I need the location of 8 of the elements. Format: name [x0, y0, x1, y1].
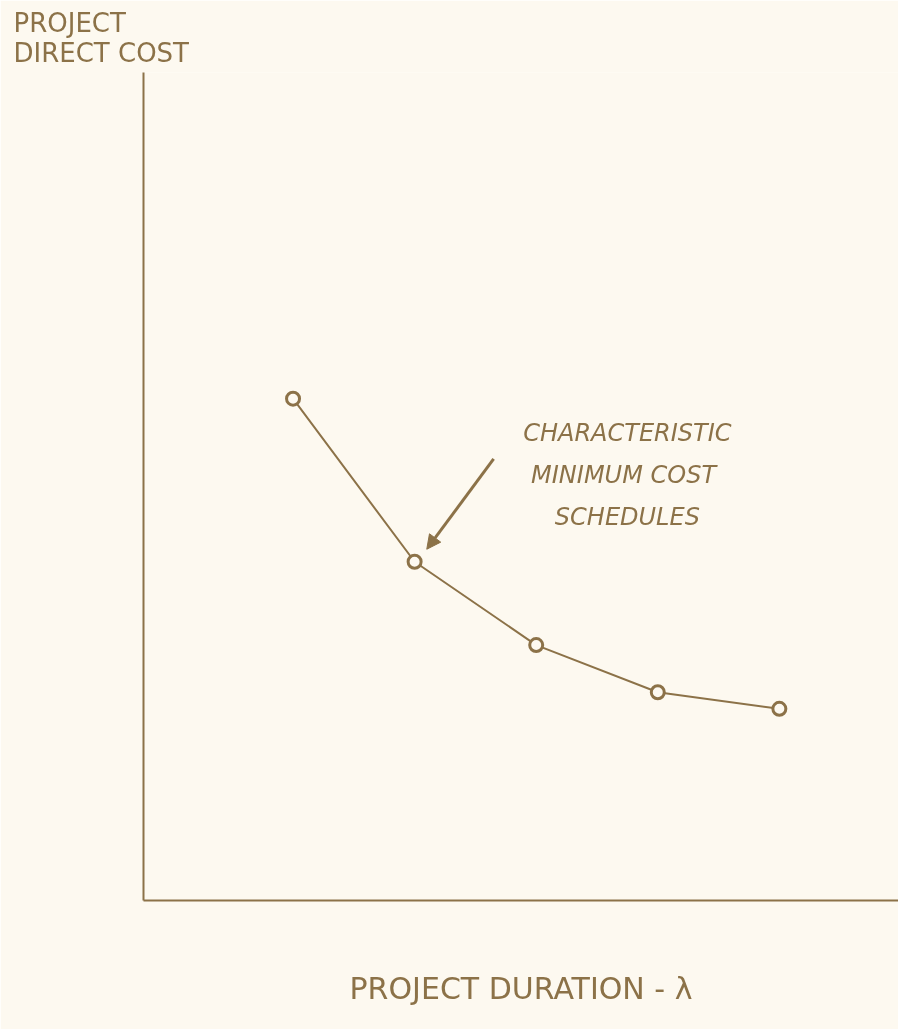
- x-axis-title: PROJECT DURATION - λ: [349, 970, 693, 1006]
- point: [771, 700, 788, 717]
- point: [528, 637, 545, 654]
- point: [649, 684, 666, 701]
- text: PROJECT DIRECT COST: [13, 7, 190, 68]
- annotation: CHARACTERISTIC MINIMUM COST SCHEDULES: [523, 418, 732, 531]
- point: [285, 390, 302, 407]
- point: [406, 553, 423, 570]
